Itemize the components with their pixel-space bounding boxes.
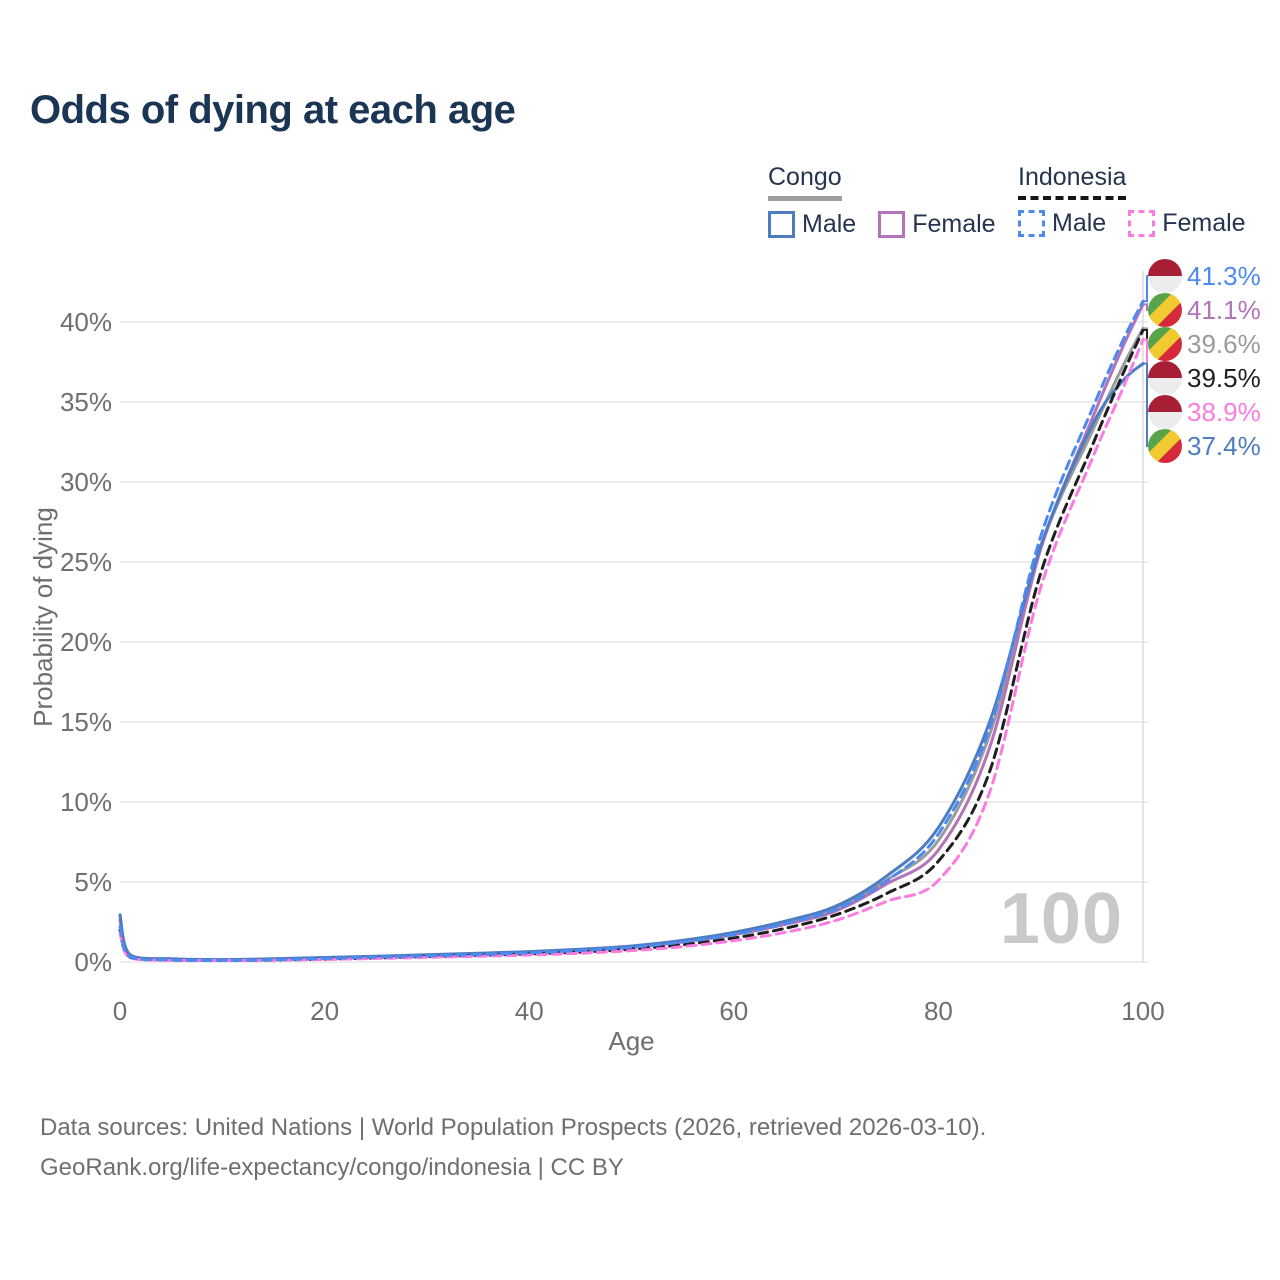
end-value-row-indonesia-female: 38.9% (1148, 394, 1261, 430)
series-line-congo-male[interactable] (118, 362, 1145, 962)
y-tick-label: 25% (60, 547, 112, 577)
end-value-row-congo-male: 37.4% (1148, 428, 1261, 464)
series-line-indonesia-female[interactable] (118, 338, 1145, 962)
series-line-congo[interactable] (118, 326, 1145, 962)
line-chart-plot[interactable]: 0% 5% 10% 15% 20% 25% 30% 35% 40% 0 20 40 60 80 100 Age… (0, 0, 1280, 1100)
end-value-row-indonesia: 39.5% (1148, 360, 1261, 396)
end-value-row-congo-female: 41.1% (1148, 292, 1261, 328)
y-axis-title: Probability of dying (28, 507, 58, 727)
x-tick-label: 100 (1121, 996, 1164, 1026)
legend-label-indonesia-female: Female (1162, 209, 1246, 237)
end-value-text: 39.5% (1187, 362, 1261, 393)
series-line-indonesia-male[interactable] (118, 299, 1145, 962)
congo-flag-icon (1148, 429, 1182, 463)
y-tick-label: 5% (74, 867, 112, 897)
legend-label-congo-male: Male (802, 210, 857, 238)
x-axis-title: Age (608, 1026, 654, 1056)
indonesia-flag-icon (1148, 395, 1182, 429)
footer-link-line: GeoRank.org/life-expectancy/congo/indone… (40, 1154, 624, 1181)
end-value-row-indonesia-male: 41.3% (1148, 258, 1261, 294)
indonesia-male-line-swatch-icon (1018, 210, 1045, 237)
legend-group-indonesia: Indonesia Male Female (1018, 163, 1246, 238)
end-value-text: 41.1% (1187, 294, 1261, 325)
footer: Data sources: United Nations | World Pop… (40, 1108, 986, 1188)
y-tick-label: 0% (74, 947, 112, 977)
congo-flag-icon (1148, 327, 1182, 361)
congo-flag-icon (1148, 293, 1182, 327)
end-value-text: 38.9% (1187, 396, 1261, 427)
legend-item-congo-female[interactable]: Female (878, 210, 996, 239)
x-tick-label: 20 (310, 996, 339, 1026)
legend-group-congo: Congo Male Female (768, 163, 996, 239)
indonesia-flag-icon (1148, 259, 1182, 293)
indonesia-flag-icon (1148, 361, 1182, 395)
x-tick-label: 40 (515, 996, 544, 1026)
y-tick-label: 30% (60, 467, 112, 497)
y-tick-label: 20% (60, 627, 112, 657)
y-tick-label: 10% (60, 787, 112, 817)
legend-header-congo: Congo (768, 163, 842, 201)
x-tick-label: 80 (924, 996, 953, 1026)
page-title: Odds of dying at each age (30, 88, 516, 132)
congo-male-line-swatch-icon (768, 211, 795, 238)
end-value-text: 41.3% (1187, 260, 1261, 291)
congo-female-line-swatch-icon (878, 211, 906, 238)
indonesia-female-line-swatch-icon (1128, 210, 1156, 237)
legend-label-congo-female: Female (912, 210, 996, 238)
x-tick-label: 0 (113, 996, 127, 1026)
y-tick-label: 15% (60, 707, 112, 737)
end-value-row-congo: 39.6% (1148, 326, 1261, 362)
y-tick-label: 35% (60, 387, 112, 417)
legend-header-indonesia: Indonesia (1018, 163, 1127, 200)
legend-label-indonesia-male: Male (1052, 209, 1107, 237)
end-value-text: 39.6% (1187, 328, 1261, 359)
hover-age-watermark: 100 (999, 879, 1123, 959)
end-value-text: 37.4% (1187, 430, 1261, 461)
series-line-indonesia[interactable] (118, 328, 1145, 962)
x-tick-label: 60 (719, 996, 748, 1026)
legend-item-indonesia-male[interactable]: Male (1018, 209, 1106, 238)
footer-source-line: Data sources: United Nations | World Pop… (40, 1114, 987, 1141)
legend-item-indonesia-female[interactable]: Female (1128, 209, 1246, 238)
y-tick-label: 40% (60, 307, 112, 337)
legend-item-congo-male[interactable]: Male (768, 210, 856, 239)
